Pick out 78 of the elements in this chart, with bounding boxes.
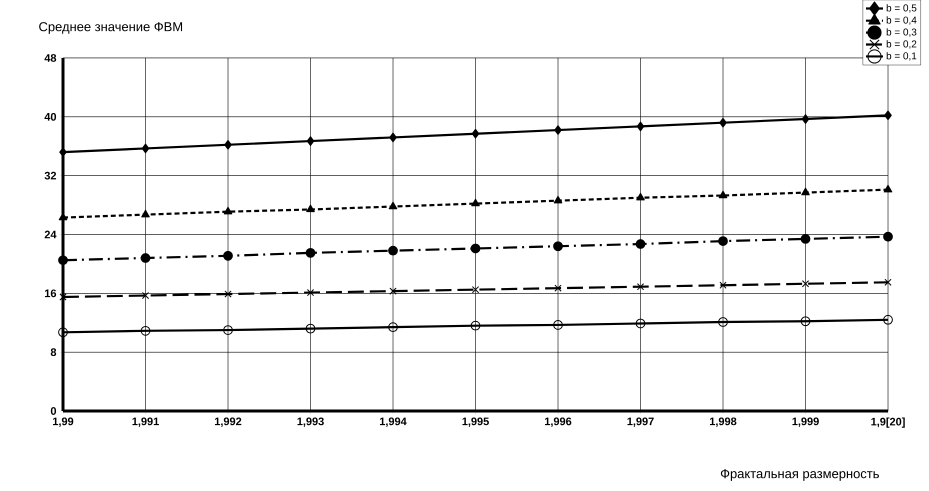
point <box>718 317 728 327</box>
legend-label: b = 0,2 <box>886 40 916 49</box>
point <box>223 325 233 335</box>
point <box>802 114 810 124</box>
point <box>306 324 316 334</box>
point <box>470 320 480 331</box>
legend-label: b = 0,4 <box>886 16 917 25</box>
y-axis-title: Среднее значение ФВМ <box>39 22 182 34</box>
y-tick-label: 48 <box>44 54 56 62</box>
point <box>388 322 398 332</box>
point <box>389 288 397 295</box>
point <box>718 190 728 198</box>
point <box>472 286 480 294</box>
point <box>884 278 892 286</box>
x-tick-label: 1,998 <box>710 418 736 427</box>
point <box>223 250 233 261</box>
point <box>800 316 810 326</box>
legend-label: b = 0,5 <box>886 4 916 13</box>
point <box>140 253 150 263</box>
point <box>554 196 562 204</box>
point <box>306 136 314 146</box>
point <box>140 326 150 336</box>
point <box>58 255 68 266</box>
point <box>801 188 810 196</box>
y-tick-label: 24 <box>44 230 56 238</box>
y-tick-label: 40 <box>44 112 56 121</box>
x-tick-label: 1,993 <box>297 418 324 427</box>
point <box>142 144 150 154</box>
x-tick-label: 1,9[20] <box>871 418 905 428</box>
point <box>554 284 562 292</box>
point <box>802 280 810 288</box>
x-tick-label: 1,992 <box>214 418 242 427</box>
point <box>306 288 314 296</box>
point <box>224 290 232 298</box>
y-tick-label: 0 <box>50 407 56 415</box>
x-tick-label: 1,997 <box>627 418 654 427</box>
point <box>636 239 646 249</box>
point <box>719 118 727 128</box>
x-tick-label: 1,999 <box>792 418 819 427</box>
legend-label: b = 0,3 <box>886 28 916 37</box>
point <box>884 184 892 192</box>
point <box>719 282 727 289</box>
point <box>388 246 398 256</box>
x-tick-label: 1,996 <box>544 418 572 427</box>
y-tick-label: 32 <box>44 172 56 180</box>
y-tick-label: 16 <box>45 289 56 298</box>
point <box>306 248 316 258</box>
point <box>554 125 562 135</box>
x-tick-label: 1,995 <box>462 418 489 427</box>
point <box>389 132 397 142</box>
point <box>388 202 398 210</box>
point <box>718 236 728 246</box>
x-tick-label: 1,991 <box>132 418 159 427</box>
point <box>142 292 150 300</box>
x-axis-title: Фрактальная размерность <box>720 469 879 481</box>
point <box>306 204 315 212</box>
point <box>884 110 892 120</box>
x-tick-label: 1,99 <box>53 418 74 427</box>
point <box>472 128 480 139</box>
point <box>883 232 893 242</box>
point <box>58 327 68 338</box>
point <box>224 206 232 214</box>
point <box>224 140 232 150</box>
point <box>59 293 67 301</box>
point <box>141 210 150 218</box>
legend-label: b = 0,1 <box>886 52 916 61</box>
point <box>800 234 810 244</box>
x-tick-label: 1,994 <box>380 418 407 427</box>
y-tick-label: 8 <box>50 348 56 356</box>
point <box>636 318 646 328</box>
point <box>636 121 644 132</box>
point <box>470 244 480 254</box>
point <box>553 241 563 252</box>
point <box>553 320 563 330</box>
point <box>636 192 645 200</box>
point <box>471 198 480 206</box>
point <box>883 314 893 325</box>
point <box>636 283 644 290</box>
